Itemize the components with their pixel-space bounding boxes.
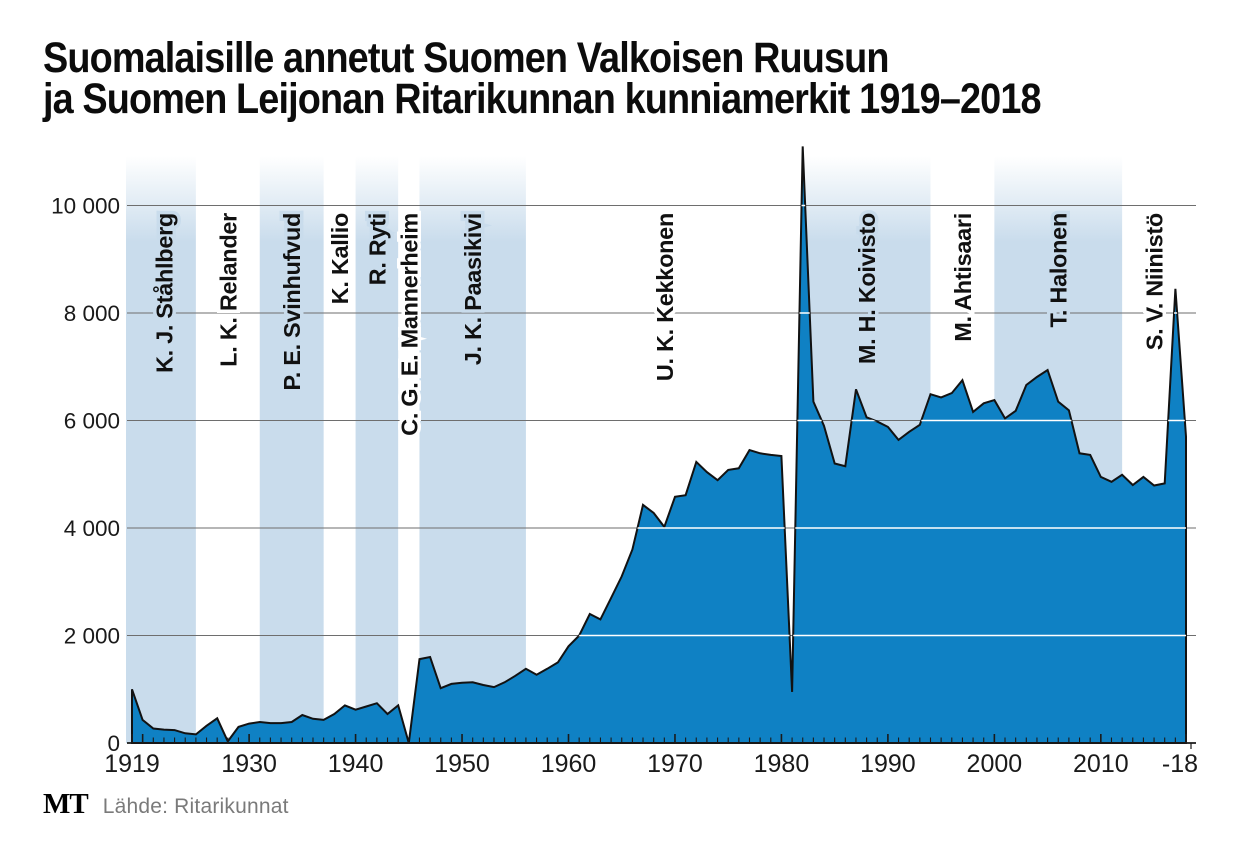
area-series [131,146,1187,744]
x-tick-label: 1980 [754,750,810,778]
x-tick-label: 2010 [1073,750,1129,778]
y-tick-label: 6 000 [64,409,120,434]
source-credit: Lähde: Ritarikunnat [102,795,289,818]
chart-title: Suomalaisille annetut Suomen Valkoisen R… [43,34,1042,123]
president-label: K. J. Ståhlberg [151,213,177,373]
president-label: P. E. Svinhufvud [279,213,305,391]
president-label: L. K. Relander [215,213,241,367]
y-tick-label: 10 000 [51,194,120,219]
chart-title-line-1: Suomalaisille annetut Suomen Valkoisen R… [43,34,890,82]
president-label: R. Ryti [364,213,390,285]
president-label: K. Kallio [327,213,353,304]
president-label: T. Halonen [1046,213,1072,328]
president-label: S. V. Niinistö [1142,213,1168,350]
x-tick-label: 1919 [104,750,160,778]
chart-footer: MT Lähde: Ritarikunnat [43,788,289,821]
chart-title-line-2: ja Suomen Leijonan Ritarikunnan kunniame… [43,75,1042,123]
mt-logo: MT [43,788,89,820]
x-tick-label: 1940 [328,750,384,778]
presidential-term-band [259,156,324,743]
president-label: C. G. E. Mannerheim [396,213,422,436]
presidential-term-band [126,156,196,743]
x-tick-label: 2000 [967,750,1023,778]
x-tick-label: 1970 [647,750,703,778]
x-tick-label: 1990 [860,750,916,778]
x-tick-label: 1960 [541,750,597,778]
x-tick-label: 1950 [434,750,490,778]
x-tick-label: -18 [1162,750,1198,778]
president-label: M. H. Koivisto [854,213,880,364]
y-tick-label: 8 000 [64,301,120,326]
presidential-term-band [419,156,526,743]
y-tick-label: 4 000 [64,516,120,541]
president-label: J. K. Paasikivi [460,213,486,365]
president-label: M. Ahtisaari [950,213,976,342]
y-tick-label: 0 [107,731,120,756]
president-label: U. K. Kekkonen [652,213,678,381]
presidential-term-band [355,156,399,743]
y-tick-label: 2 000 [64,624,120,649]
x-tick-label: 1930 [221,750,277,778]
